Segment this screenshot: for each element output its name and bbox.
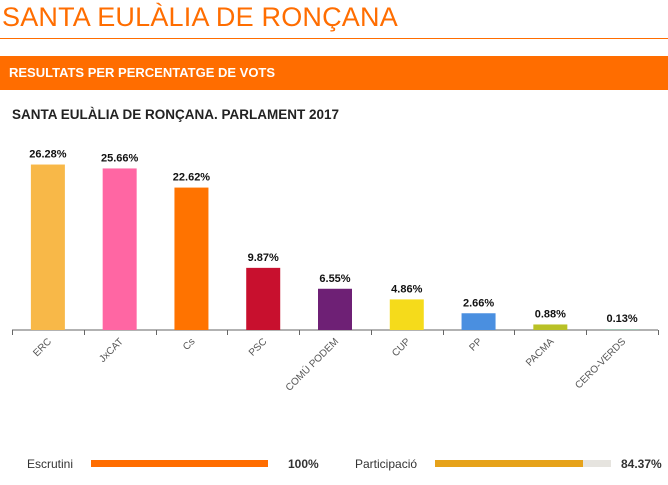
data-label: 9.87%: [248, 252, 279, 264]
data-label: 25.66%: [101, 152, 139, 164]
escrutini-progress-track: [91, 460, 268, 467]
x-tick-label: CUP: [390, 336, 413, 359]
data-label: 22.62%: [173, 172, 211, 184]
data-label: 26.28%: [29, 149, 67, 161]
bar-jxcat: [102, 168, 137, 330]
results-banner: RESULTATS PER PERCENTATGE DE VOTS: [0, 56, 668, 90]
escrutini-value: 100%: [288, 457, 319, 471]
x-tick-label: COMÚ PODEM: [282, 335, 341, 394]
page-title: SANTA EULÀLIA DE RONÇANA: [2, 2, 398, 32]
x-tick-label: PSC: [247, 336, 269, 358]
data-label: 4.86%: [391, 283, 422, 295]
x-tick-label: PACMA: [524, 336, 557, 369]
participacio-progress-fill: [435, 460, 584, 467]
bar-cs: [174, 187, 209, 330]
x-tick-label: ERC: [31, 336, 54, 359]
x-tick-label: CERO-VERDS: [573, 336, 628, 391]
bar-cero-verds: [605, 329, 640, 330]
bar-psc: [246, 267, 281, 330]
escrutini-progress-fill: [91, 460, 268, 467]
bar-com-podem: [318, 288, 352, 330]
bar-pp: [461, 313, 496, 330]
banner-label: RESULTATS PER PERCENTATGE DE VOTS: [9, 65, 276, 80]
participacio-progress-track: [435, 460, 611, 467]
data-label: 2.66%: [463, 297, 494, 309]
bar-cup: [389, 299, 424, 330]
title-divider: [0, 38, 668, 39]
x-tick-label: PP: [467, 336, 484, 353]
bar-erc: [30, 164, 65, 330]
participacio-value: 84.37%: [621, 457, 662, 471]
escrutini-label: Escrutini: [27, 457, 74, 471]
x-tick-label: JxCAT: [97, 336, 125, 364]
bar-chart: 26.28% ERC 25.66% JxCAT 22.62% Cs 9.87% PSC 6.55…: [12, 149, 659, 394]
data-label: 6.55%: [319, 273, 350, 285]
participacio-label: Participació: [355, 457, 418, 471]
x-tick-label: Cs: [181, 336, 197, 352]
bar-pacma: [533, 324, 568, 330]
chart-title: SANTA EULÀLIA DE RONÇANA. PARLAMENT 2017: [12, 107, 340, 122]
data-label: 0.13%: [607, 313, 638, 325]
footer-stats: Escrutini 100% Participació 84.37%: [0, 452, 668, 476]
data-label: 0.88%: [535, 308, 566, 320]
